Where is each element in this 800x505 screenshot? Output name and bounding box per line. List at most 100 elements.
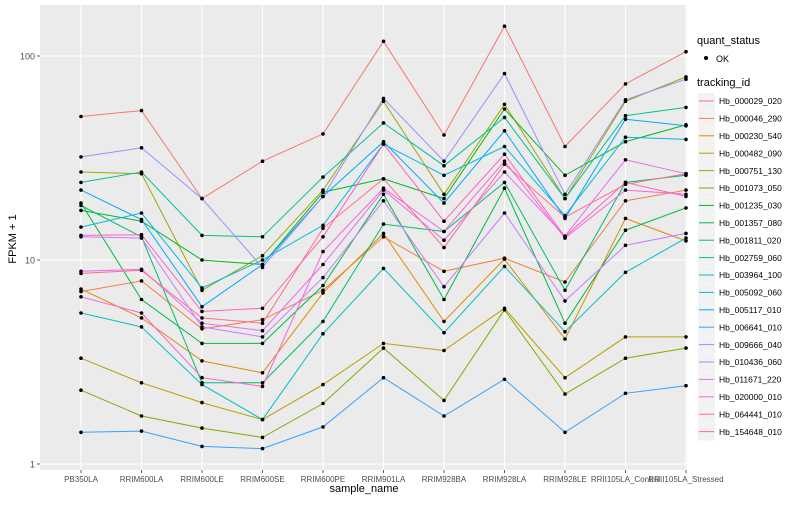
data-point [684, 105, 688, 110]
legend-label: Hb_001811_020 [719, 235, 782, 245]
data-point [139, 217, 144, 222]
data-point [623, 188, 628, 192]
data-point [623, 182, 628, 187]
plot-panel [40, 5, 687, 470]
data-point [442, 229, 446, 234]
data-point [260, 417, 265, 422]
data-point [321, 226, 325, 231]
data-point [502, 308, 507, 312]
legend-label: Hb_000029_020 [719, 96, 782, 106]
data-point [442, 269, 446, 274]
data-point [442, 245, 446, 250]
data-point [381, 235, 386, 239]
data-point [563, 215, 567, 220]
data-point [79, 356, 83, 361]
data-point [200, 375, 204, 380]
data-point [79, 287, 83, 291]
data-point [260, 384, 265, 389]
data-point [79, 388, 83, 393]
legend-label: Hb_011671_220 [719, 375, 782, 385]
data-points [79, 24, 688, 451]
data-point [502, 129, 507, 133]
data-point [321, 425, 325, 429]
x-tick-label: RRIM600LA [120, 475, 164, 484]
data-point [381, 231, 386, 236]
data-point [79, 203, 83, 208]
data-point [563, 337, 567, 341]
data-point [442, 238, 446, 242]
x-axis: PB350LA RRIM600LA RRIM600LE RRIM600SE RRIM60… [64, 470, 724, 484]
data-point [684, 239, 688, 243]
x-tick-label: RRIM928BA [422, 475, 467, 484]
data-point [200, 233, 204, 238]
legend-label: Hb_010436_060 [719, 357, 782, 367]
data-point [502, 257, 507, 261]
data-point [200, 444, 204, 449]
data-point [684, 171, 688, 176]
data-point [684, 346, 688, 350]
data-point [139, 279, 144, 283]
data-point [442, 297, 446, 302]
data-point [139, 146, 144, 150]
data-point [381, 341, 386, 346]
legend-items: Hb_000029_020 Hb_000046_290 Hb_000230_540 H… [698, 93, 782, 441]
data-point [684, 383, 688, 388]
legend-label: Hb_000482_090 [719, 148, 782, 158]
data-point [321, 401, 325, 406]
legend-shape-title: quant_status [697, 35, 760, 47]
data-point [260, 159, 265, 163]
data-point [200, 426, 204, 430]
data-point [563, 299, 567, 303]
data-point [563, 375, 567, 380]
data-point [684, 124, 688, 128]
x-tick-label: RRIM600PE [301, 475, 345, 484]
data-point [260, 317, 265, 322]
legend-label: Hb_006641_010 [719, 322, 782, 332]
data-point [79, 180, 83, 185]
legend-label: Hb_000751_130 [719, 166, 782, 176]
data-point [502, 186, 507, 190]
y-axis: 1 10 100 [20, 52, 40, 470]
data-point [321, 331, 325, 336]
data-point [502, 24, 507, 29]
data-point [200, 286, 204, 290]
data-point [321, 319, 325, 324]
data-point [502, 115, 507, 120]
data-point [79, 295, 83, 299]
data-point [442, 348, 446, 353]
y-tick-label: 100 [20, 52, 35, 62]
data-point [684, 231, 688, 236]
legend-label: Hb_002759_060 [719, 253, 782, 263]
x-tick-label: RRII105LA_Stressed [648, 475, 723, 484]
data-point [381, 142, 386, 146]
data-point [442, 319, 446, 324]
data-point [79, 155, 83, 159]
data-point [623, 98, 628, 102]
data-point [321, 194, 325, 199]
data-point [200, 400, 204, 405]
legend-label: Hb_064441_010 [719, 409, 782, 419]
legend-label: Hb_003964_100 [719, 270, 782, 280]
legend-label: Hb_000230_540 [719, 131, 782, 141]
data-point [79, 311, 83, 315]
data-point [260, 265, 265, 270]
data-point [200, 341, 204, 346]
data-point [260, 258, 265, 262]
data-point [563, 196, 567, 201]
data-point [139, 232, 144, 237]
legend-label: Hb_000046_290 [719, 114, 782, 124]
data-point [139, 268, 144, 273]
data-point [623, 228, 628, 232]
data-point [381, 99, 386, 104]
data-point [442, 163, 446, 168]
data-point [381, 222, 386, 226]
data-point [442, 133, 446, 137]
legend-point-symbol [704, 56, 708, 60]
data-point [321, 175, 325, 179]
x-tick-label: RRII105LA_Control [591, 475, 661, 484]
data-point [139, 325, 144, 329]
data-point [381, 39, 386, 44]
data-point [139, 108, 144, 113]
data-point [260, 262, 265, 267]
